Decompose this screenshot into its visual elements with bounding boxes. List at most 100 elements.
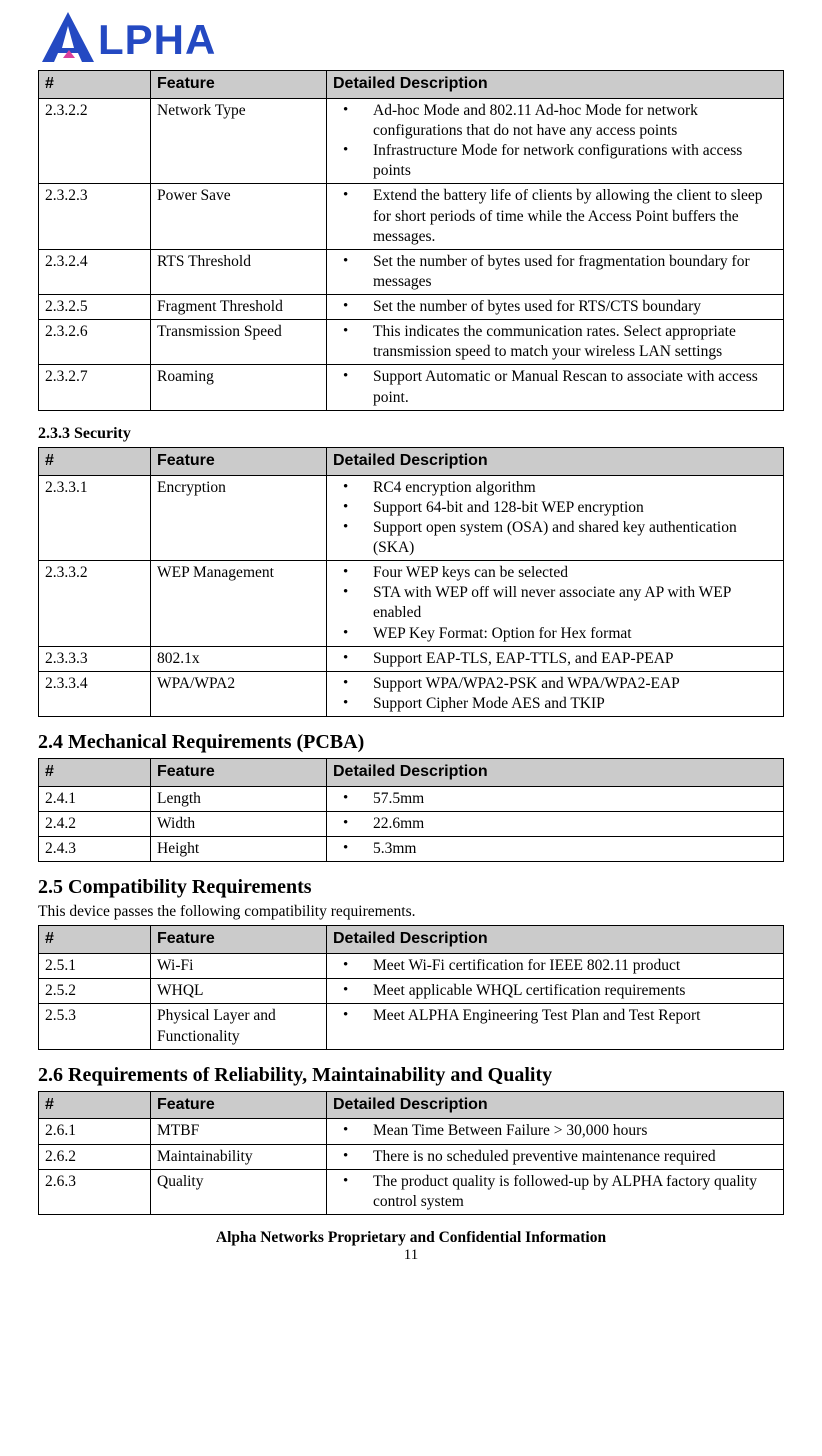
- cell-number: 2.3.3.2: [39, 561, 151, 647]
- table-header: # Feature Detailed Description: [39, 71, 784, 99]
- cell-number: 2.4.3: [39, 837, 151, 862]
- table-body: 2.3.3.1EncryptionRC4 encryption algorith…: [39, 475, 784, 717]
- table-body: 2.3.2.2Network TypeAd-hoc Mode and 802.1…: [39, 98, 784, 410]
- cell-feature: Network Type: [151, 98, 327, 184]
- cell-description: 5.3mm: [327, 837, 784, 862]
- cell-description: There is no scheduled preventive mainten…: [327, 1144, 784, 1169]
- header-num: #: [39, 1091, 151, 1119]
- cell-description: Meet ALPHA Engineering Test Plan and Tes…: [327, 1004, 784, 1049]
- table-row: 2.6.2MaintainabilityThere is no schedule…: [39, 1144, 784, 1169]
- table-body: 2.5.1Wi-FiMeet Wi-Fi certification for I…: [39, 954, 784, 1050]
- cell-description: Meet applicable WHQL certification requi…: [327, 979, 784, 1004]
- cell-feature: Fragment Threshold: [151, 295, 327, 320]
- header-num: #: [39, 71, 151, 99]
- section-2-6-title: 2.6 Requirements of Reliability, Maintai…: [38, 1064, 784, 1087]
- header-feature: Feature: [151, 447, 327, 475]
- section-2-4-title: 2.4 Mechanical Requirements (PCBA): [38, 731, 784, 754]
- table-row: 2.5.1Wi-FiMeet Wi-Fi certification for I…: [39, 954, 784, 979]
- list-item: Extend the battery life of clients by al…: [333, 186, 777, 246]
- list-item: Set the number of bytes used for RTS/CTS…: [333, 297, 777, 317]
- cell-number: 2.6.1: [39, 1119, 151, 1144]
- list-item: This indicates the communication rates. …: [333, 322, 777, 362]
- list-item: Mean Time Between Failure > 30,000 hours: [333, 1121, 777, 1141]
- cell-feature: Encryption: [151, 475, 327, 561]
- table-row: 2.3.3.2WEP ManagementFour WEP keys can b…: [39, 561, 784, 647]
- list-item: Support EAP-TLS, EAP-TTLS, and EAP-PEAP: [333, 649, 777, 669]
- cell-feature: RTS Threshold: [151, 249, 327, 294]
- table-row: 2.3.2.2Network TypeAd-hoc Mode and 802.1…: [39, 98, 784, 184]
- cell-number: 2.3.2.6: [39, 320, 151, 365]
- table-row: 2.3.2.4RTS ThresholdSet the number of by…: [39, 249, 784, 294]
- table-row: 2.4.2Width22.6mm: [39, 812, 784, 837]
- header-desc: Detailed Description: [327, 447, 784, 475]
- list-item: Meet Wi-Fi certification for IEEE 802.11…: [333, 956, 777, 976]
- list-item: 57.5mm: [333, 789, 777, 809]
- list-item: Support Cipher Mode AES and TKIP: [333, 694, 777, 714]
- table-row: 2.3.3.1EncryptionRC4 encryption algorith…: [39, 475, 784, 561]
- cell-number: 2.3.2.5: [39, 295, 151, 320]
- cell-number: 2.3.3.1: [39, 475, 151, 561]
- cell-number: 2.3.2.2: [39, 98, 151, 184]
- list-item: Set the number of bytes used for fragmen…: [333, 252, 777, 292]
- cell-description: 22.6mm: [327, 812, 784, 837]
- list-item: Four WEP keys can be selected: [333, 563, 777, 583]
- table-2-6: # Feature Detailed Description 2.6.1MTBF…: [38, 1091, 784, 1215]
- table-row: 2.4.1Length57.5mm: [39, 786, 784, 811]
- header-num: #: [39, 447, 151, 475]
- table-row: 2.6.3QualityThe product quality is follo…: [39, 1169, 784, 1214]
- header-feature: Feature: [151, 759, 327, 787]
- cell-feature: Width: [151, 812, 327, 837]
- list-item: There is no scheduled preventive mainten…: [333, 1147, 777, 1167]
- alpha-logo: LPHA: [38, 8, 784, 66]
- cell-number: 2.5.3: [39, 1004, 151, 1049]
- cell-feature: Length: [151, 786, 327, 811]
- cell-number: 2.5.2: [39, 979, 151, 1004]
- footer-text: Alpha Networks Proprietary and Confident…: [38, 1229, 784, 1247]
- cell-description: Set the number of bytes used for RTS/CTS…: [327, 295, 784, 320]
- cell-feature: WPA/WPA2: [151, 671, 327, 716]
- section-2-5-title: 2.5 Compatibility Requirements: [38, 876, 784, 899]
- cell-description: Four WEP keys can be selectedSTA with WE…: [327, 561, 784, 647]
- cell-description: Set the number of bytes used for fragmen…: [327, 249, 784, 294]
- cell-feature: WHQL: [151, 979, 327, 1004]
- table-2-4: # Feature Detailed Description 2.4.1Leng…: [38, 758, 784, 862]
- cell-number: 2.6.3: [39, 1169, 151, 1214]
- cell-description: 57.5mm: [327, 786, 784, 811]
- document-page: LPHA # Feature Detailed Description 2.3.…: [0, 0, 822, 1274]
- list-item: STA with WEP off will never associate an…: [333, 583, 777, 623]
- cell-feature: 802.1x: [151, 646, 327, 671]
- cell-number: 2.5.1: [39, 954, 151, 979]
- section-2-3-3-title: 2.3.3 Security: [38, 425, 784, 443]
- header-desc: Detailed Description: [327, 1091, 784, 1119]
- list-item: Support WPA/WPA2-PSK and WPA/WPA2-EAP: [333, 674, 777, 694]
- cell-feature: Power Save: [151, 184, 327, 249]
- list-item: The product quality is followed-up by AL…: [333, 1172, 777, 1212]
- cell-number: 2.3.3.4: [39, 671, 151, 716]
- table-body: 2.6.1MTBFMean Time Between Failure > 30,…: [39, 1119, 784, 1215]
- cell-feature: Quality: [151, 1169, 327, 1214]
- cell-description: Ad-hoc Mode and 802.11 Ad-hoc Mode for n…: [327, 98, 784, 184]
- list-item: Infrastructure Mode for network configur…: [333, 141, 777, 181]
- cell-description: Extend the battery life of clients by al…: [327, 184, 784, 249]
- header-feature: Feature: [151, 1091, 327, 1119]
- cell-number: 2.3.2.4: [39, 249, 151, 294]
- header-desc: Detailed Description: [327, 71, 784, 99]
- list-item: WEP Key Format: Option for Hex format: [333, 624, 777, 644]
- cell-feature: Roaming: [151, 365, 327, 410]
- table-body: 2.4.1Length57.5mm2.4.2Width22.6mm2.4.3He…: [39, 786, 784, 861]
- header-desc: Detailed Description: [327, 926, 784, 954]
- table-row: 2.6.1MTBFMean Time Between Failure > 30,…: [39, 1119, 784, 1144]
- cell-description: This indicates the communication rates. …: [327, 320, 784, 365]
- table-row: 2.3.2.7RoamingSupport Automatic or Manua…: [39, 365, 784, 410]
- table-row: 2.4.3Height5.3mm: [39, 837, 784, 862]
- table-row: 2.3.3.4WPA/WPA2 Support WPA/WPA2-PSK and …: [39, 671, 784, 716]
- cell-number: 2.3.2.3: [39, 184, 151, 249]
- cell-number: 2.4.2: [39, 812, 151, 837]
- table-row: 2.3.2.6Transmission SpeedThis indicates …: [39, 320, 784, 365]
- cell-feature: Maintainability: [151, 1144, 327, 1169]
- header-num: #: [39, 759, 151, 787]
- cell-feature: WEP Management: [151, 561, 327, 647]
- table-row: 2.3.2.5Fragment Threshold Set the number …: [39, 295, 784, 320]
- list-item: Ad-hoc Mode and 802.11 Ad-hoc Mode for n…: [333, 101, 777, 141]
- list-item: Meet applicable WHQL certification requi…: [333, 981, 777, 1001]
